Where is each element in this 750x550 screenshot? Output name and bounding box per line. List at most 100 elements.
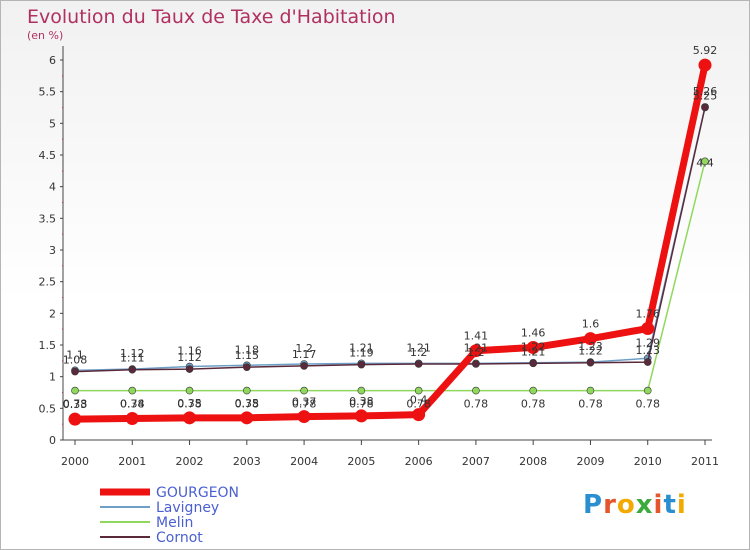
data-label-cornot: 1.2 (467, 346, 485, 359)
data-label-lavigney: 1.12 (120, 347, 145, 360)
y-tick-label: 0 (49, 434, 56, 447)
data-point-cornot (643, 358, 652, 366)
logo-letter: P (583, 490, 604, 520)
data-label-cornot: 1.19 (349, 347, 374, 360)
data-point-melin (71, 386, 79, 395)
x-tick-label: 2008 (519, 455, 547, 468)
data-label-gourgeon: 0.33 (63, 398, 88, 411)
data-label-lavigney: 5.26 (693, 85, 718, 98)
data-label-melin: 4.4 (696, 156, 714, 169)
data-point-gourgeon (526, 341, 540, 355)
logo-letter: i (676, 490, 687, 520)
data-point-gourgeon (469, 344, 483, 358)
data-point-cornot (529, 359, 537, 368)
x-tick-label: 2002 (176, 455, 204, 468)
data-point-gourgeon (240, 411, 254, 425)
data-label-melin: 0.78 (177, 398, 202, 411)
data-point-melin (643, 386, 652, 395)
data-label-melin: 0.78 (635, 398, 660, 411)
data-label-gourgeon: 0.4 (410, 394, 428, 407)
x-tick-label: 2005 (347, 455, 375, 468)
data-point-gourgeon (641, 322, 655, 336)
y-tick-label: 4.5 (39, 149, 57, 162)
data-label-gourgeon: 0.35 (235, 397, 260, 410)
y-tick-label: 3.5 (39, 212, 57, 225)
logo-letter: i (653, 490, 664, 520)
legend-label-cornot: Cornot (156, 530, 203, 546)
x-tick-label: 2001 (118, 455, 146, 468)
y-tick-label: 3 (49, 244, 56, 257)
data-label-melin: 0.78 (578, 398, 603, 411)
data-point-melin (586, 386, 595, 395)
data-point-gourgeon (698, 58, 712, 72)
proxiti-logo: Proxiti (583, 490, 687, 520)
data-point-melin (414, 386, 423, 395)
y-tick-label: 4 (49, 181, 56, 194)
data-label-lavigney: 1.16 (177, 345, 202, 358)
data-point-cornot (243, 363, 251, 371)
y-tick-label: 1.5 (39, 339, 57, 352)
data-point-melin (128, 386, 137, 395)
data-point-melin (243, 386, 251, 395)
data-label-gourgeon: 5.92 (693, 44, 718, 57)
data-label-lavigney: 1.1 (66, 348, 84, 361)
series-line-lavigney (74, 106, 706, 372)
data-label-melin: 0.78 (464, 398, 489, 411)
logo-letter: o (616, 490, 636, 520)
logo-letter: r (603, 490, 617, 520)
data-point-gourgeon (412, 408, 426, 422)
y-tick-label: 0.5 (39, 402, 57, 415)
data-point-gourgeon (297, 410, 311, 424)
data-label-lavigney: 1.22 (521, 341, 546, 354)
data-label-gourgeon: 0.38 (349, 395, 374, 408)
data-label-cornot: 1.2 (410, 346, 428, 359)
data-label-cornot: 1.23 (635, 344, 660, 357)
data-label-gourgeon: 1.76 (635, 308, 660, 321)
series-line-cornot (74, 107, 706, 373)
data-label-cornot: 1.22 (578, 345, 603, 358)
data-label-gourgeon: 1.6 (582, 318, 600, 331)
data-label-melin: 0.78 (521, 398, 546, 411)
y-tick-label: 5.5 (39, 86, 57, 99)
data-point-melin (300, 386, 308, 395)
y-axis-unit: (en %) (27, 29, 64, 42)
data-label-melin: 0.78 (406, 398, 431, 411)
x-tick-label: 2003 (233, 455, 261, 468)
data-label-gourgeon: 0.34 (120, 397, 145, 410)
logo-letter: t (663, 490, 677, 520)
data-label-cornot: 5.25 (693, 90, 718, 103)
data-label-cornot: 1.11 (120, 352, 145, 365)
x-tick-label: 2007 (462, 455, 490, 468)
data-point-cornot (586, 358, 595, 367)
x-tick-label: 2010 (634, 455, 662, 468)
data-point-cornot (71, 367, 79, 376)
data-label-cornot: 1.21 (521, 345, 546, 358)
data-point-gourgeon (583, 332, 597, 346)
data-label-melin: 0.78 (63, 398, 88, 411)
data-point-cornot (414, 360, 423, 368)
series-line-gourgeon (74, 64, 709, 423)
data-point-gourgeon (125, 411, 139, 425)
data-label-melin: 0.78 (120, 398, 145, 411)
data-label-melin: 0.78 (292, 398, 317, 411)
data-label-gourgeon: 1.46 (521, 327, 546, 340)
y-tick-label: 2 (49, 307, 56, 320)
legend-label-lavigney: Lavigney (156, 500, 219, 516)
chart-title: Evolution du Taux de Taxe d'Habitation (27, 6, 396, 28)
x-tick-label: 2000 (61, 455, 89, 468)
data-point-cornot (701, 103, 709, 112)
data-label-lavigney: 1.18 (235, 343, 260, 356)
data-point-cornot (357, 360, 366, 369)
data-point-cornot (185, 365, 194, 373)
data-label-lavigney: 1.21 (464, 341, 489, 354)
x-tick-label: 2009 (576, 455, 604, 468)
data-point-melin (185, 386, 194, 395)
data-label-cornot: 1.08 (63, 354, 88, 367)
data-label-gourgeon: 1.41 (464, 330, 489, 343)
series-line-melin (75, 161, 706, 392)
data-label-gourgeon: 0.37 (292, 396, 317, 409)
data-label-melin: 0.78 (349, 398, 374, 411)
x-tick-label: 2004 (290, 455, 318, 468)
data-point-melin (472, 386, 480, 395)
